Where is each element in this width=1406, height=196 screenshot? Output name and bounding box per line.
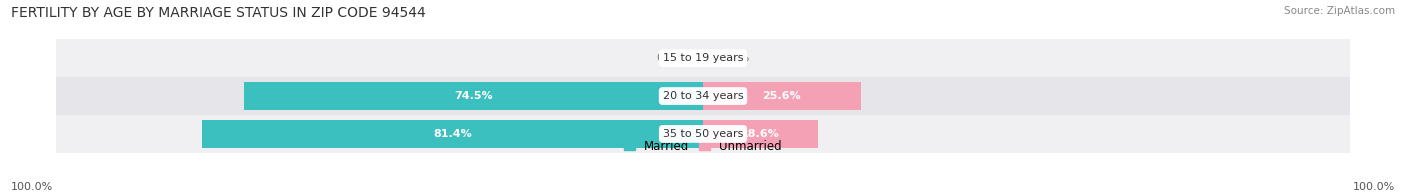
Bar (703, 120, 817, 148)
Legend: Married, Unmarried: Married, Unmarried (624, 140, 782, 153)
Text: 20 to 34 years: 20 to 34 years (662, 91, 744, 101)
Text: 100.0%: 100.0% (1353, 182, 1395, 192)
Text: Source: ZipAtlas.com: Source: ZipAtlas.com (1284, 6, 1395, 16)
Bar (56, 39, 1350, 77)
Text: 0.0%: 0.0% (721, 53, 749, 63)
Bar (201, 120, 703, 148)
Bar (245, 82, 703, 110)
Text: 25.6%: 25.6% (762, 91, 801, 101)
Text: 0.0%: 0.0% (657, 53, 685, 63)
Bar (56, 77, 1350, 115)
Text: 15 to 19 years: 15 to 19 years (662, 53, 744, 63)
Text: 81.4%: 81.4% (433, 129, 471, 139)
Text: 100.0%: 100.0% (11, 182, 53, 192)
Bar (56, 115, 1350, 153)
Text: 18.6%: 18.6% (741, 129, 780, 139)
Bar (703, 82, 860, 110)
Text: FERTILITY BY AGE BY MARRIAGE STATUS IN ZIP CODE 94544: FERTILITY BY AGE BY MARRIAGE STATUS IN Z… (11, 6, 426, 20)
Text: 35 to 50 years: 35 to 50 years (662, 129, 744, 139)
Text: 74.5%: 74.5% (454, 91, 494, 101)
